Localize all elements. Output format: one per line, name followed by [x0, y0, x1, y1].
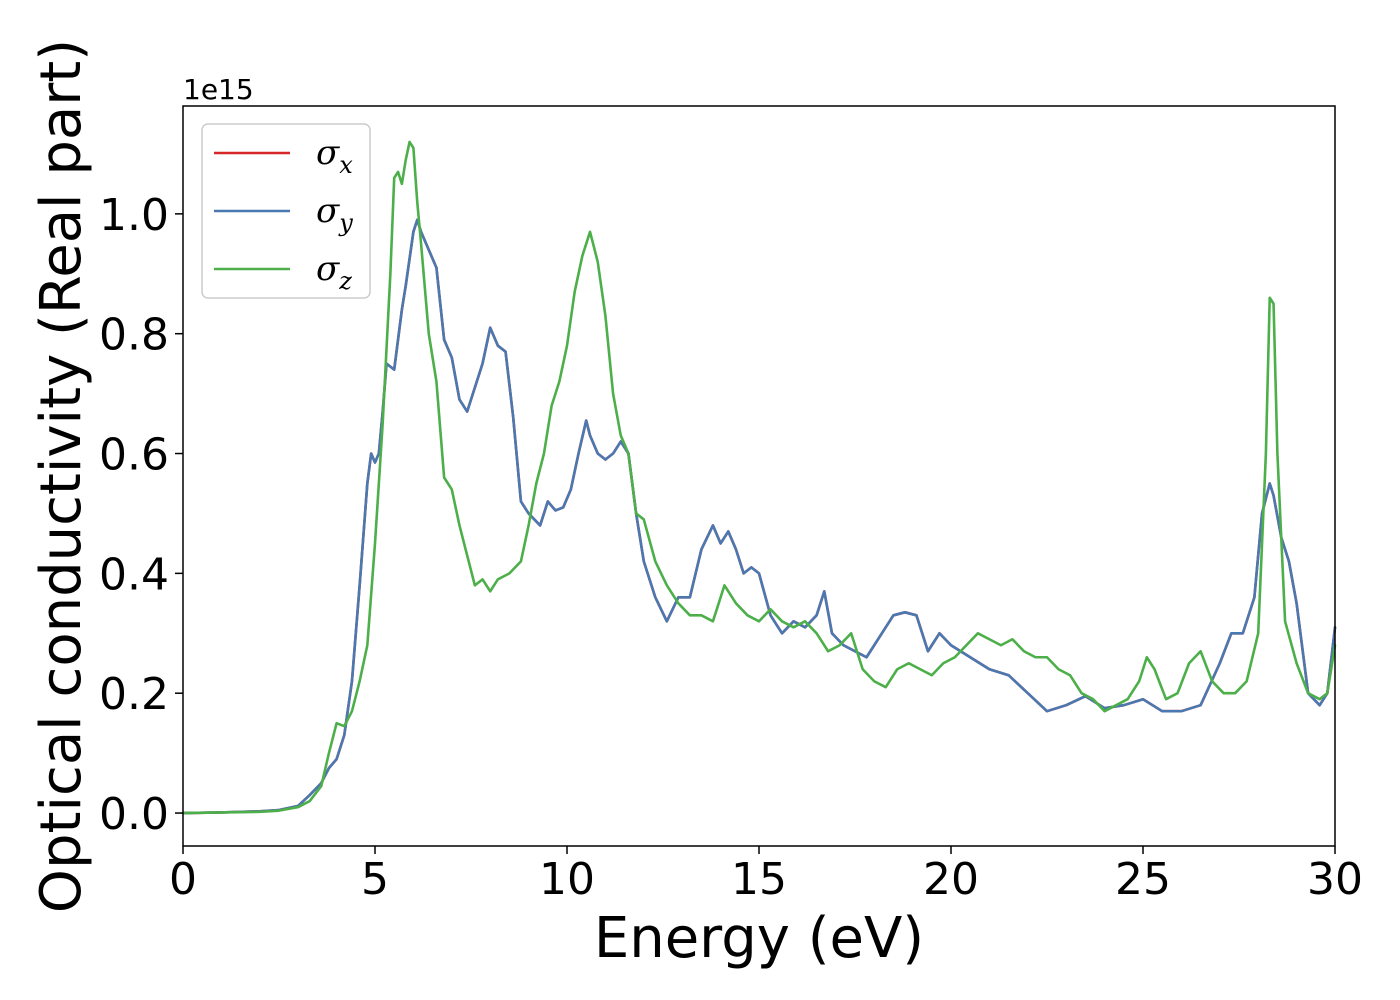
y-offset-label: 1e15: [183, 73, 254, 106]
x-tick-label: 5: [361, 854, 389, 905]
y-axis-title: Optical conductivity (Real part): [29, 39, 94, 913]
series-line-z: [181, 140, 1337, 815]
x-tick-label: 0: [169, 854, 197, 905]
series-line-y: [181, 218, 1337, 815]
x-tick-label: 25: [1115, 854, 1171, 905]
x-tick-label: 30: [1307, 854, 1363, 905]
y-tick-label: 0.4: [99, 549, 169, 600]
y-tick-label: 1.0: [99, 190, 169, 241]
x-tick-label: 15: [731, 854, 787, 905]
series-line-x: [181, 218, 1337, 815]
x-axis-title: Energy (eV): [594, 906, 924, 971]
x-tick-label: 10: [539, 854, 595, 905]
y-tick-label: 0.8: [99, 310, 169, 361]
y-tick-label: 0.0: [99, 789, 169, 840]
x-tick-label: 20: [923, 854, 979, 905]
y-tick-label: 0.6: [99, 430, 169, 481]
ticks-layer: 0 5 10 15 20 25 30 0.0 0.2 0.4 0.6 0.8 1.0: [99, 190, 1363, 905]
lines-layer: [181, 140, 1337, 815]
legend-label-x: σx: [316, 133, 353, 179]
y-tick-label: 0.2: [99, 669, 169, 720]
